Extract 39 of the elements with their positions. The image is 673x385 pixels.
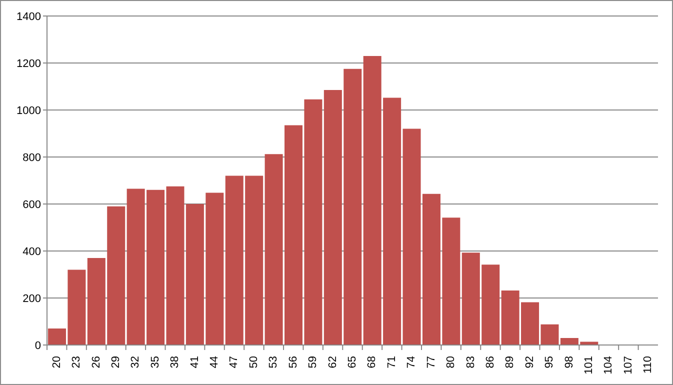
x-tick-label: 74 — [406, 356, 418, 368]
x-tick-label: 50 — [248, 356, 260, 368]
x-tick-label: 26 — [90, 356, 102, 368]
x-tick-label: 29 — [110, 356, 122, 368]
x-tick-label: 89 — [504, 356, 516, 368]
x-tick-label: 20 — [50, 356, 63, 368]
y-tick-label: 400 — [22, 246, 41, 258]
y-tick-label: 1000 — [16, 104, 41, 117]
x-tick-label: 95 — [544, 356, 556, 368]
y-tick-label: 1200 — [16, 58, 41, 70]
x-tick-label: 83 — [464, 356, 477, 368]
x-tick-label: 56 — [287, 356, 300, 368]
y-tick-label: 800 — [22, 152, 41, 164]
x-tick-label: 86 — [484, 356, 496, 368]
x-tick-label: 98 — [563, 356, 576, 368]
x-tick-label: 62 — [326, 356, 339, 368]
y-tick-label: 200 — [22, 292, 41, 305]
x-tick-label: 110 — [642, 356, 654, 374]
x-tick-label: 44 — [208, 356, 221, 368]
x-tick-label: 104 — [602, 356, 615, 374]
y-tick-label: 0 — [34, 340, 41, 352]
x-tick-label: 65 — [346, 356, 358, 368]
x-tick-label: 77 — [425, 356, 438, 368]
x-tick-label: 59 — [307, 356, 320, 368]
x-tick-label: 107 — [622, 356, 634, 374]
x-tick-label: 41 — [188, 356, 201, 368]
x-tick-label: 101 — [583, 356, 596, 374]
x-tick-label: 38 — [169, 356, 182, 368]
x-tick-label: 71 — [386, 356, 398, 368]
x-tick-label: 92 — [524, 356, 536, 368]
x-tick-label: 68 — [366, 356, 378, 368]
y-tick-label: 600 — [22, 198, 41, 211]
x-tick-label: 53 — [268, 356, 280, 368]
x-tick-label: 23 — [70, 356, 83, 368]
x-tick-label: 32 — [130, 356, 142, 368]
x-tick-label: 80 — [445, 356, 458, 368]
y-tick-label: 1400 — [16, 10, 41, 23]
x-tick-label: 47 — [228, 356, 240, 368]
x-tick-label: 35 — [149, 356, 162, 368]
